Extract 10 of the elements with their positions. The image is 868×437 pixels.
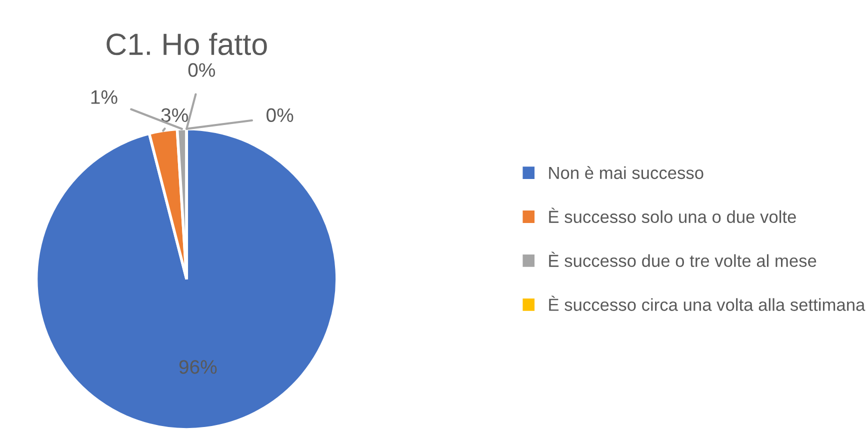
legend-label: È successo due o tre volte al mese (549, 252, 816, 267)
data-label: 3% (161, 108, 188, 122)
data-label: 1% (91, 90, 118, 104)
legend-label: È successo solo una o due volte (549, 208, 796, 224)
legend-label: Non è mai successo (549, 166, 704, 180)
data-label: 96% (179, 360, 217, 374)
text: 0% (188, 63, 216, 77)
chart-title: C1. Ho fatto (106, 32, 267, 56)
legend-label: È successo circa una volta alla settimana (549, 296, 866, 311)
text: 0% (266, 108, 294, 122)
